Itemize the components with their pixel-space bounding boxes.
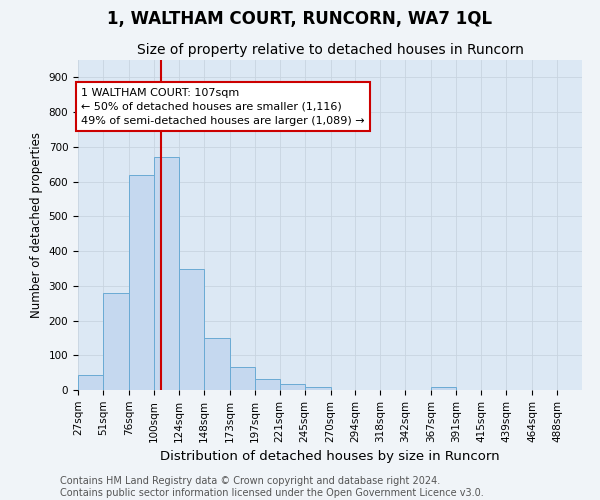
Bar: [204, 338, 230, 390]
Bar: [179, 270, 204, 390]
X-axis label: Distribution of detached houses by size in Runcorn: Distribution of detached houses by size …: [160, 450, 500, 463]
Text: 1, WALTHAM COURT, RUNCORN, WA7 1QL: 1, WALTHAM COURT, RUNCORN, WA7 1QL: [107, 10, 493, 28]
Text: 1 WALTHAM COURT: 107sqm
← 50% of detached houses are smaller (1,116)
49% of semi: 1 WALTHAM COURT: 107sqm ← 50% of detache…: [81, 88, 365, 126]
Bar: [230, 368, 254, 390]
Bar: [305, 386, 331, 390]
Bar: [254, 379, 280, 390]
Bar: [129, 174, 154, 390]
Bar: [78, 375, 103, 390]
Bar: [154, 158, 179, 390]
Bar: [103, 292, 129, 390]
Title: Size of property relative to detached houses in Runcorn: Size of property relative to detached ho…: [137, 44, 523, 58]
Y-axis label: Number of detached properties: Number of detached properties: [30, 132, 43, 318]
Bar: [431, 386, 456, 390]
Text: Contains HM Land Registry data © Crown copyright and database right 2024.
Contai: Contains HM Land Registry data © Crown c…: [60, 476, 484, 498]
Bar: [280, 384, 305, 390]
